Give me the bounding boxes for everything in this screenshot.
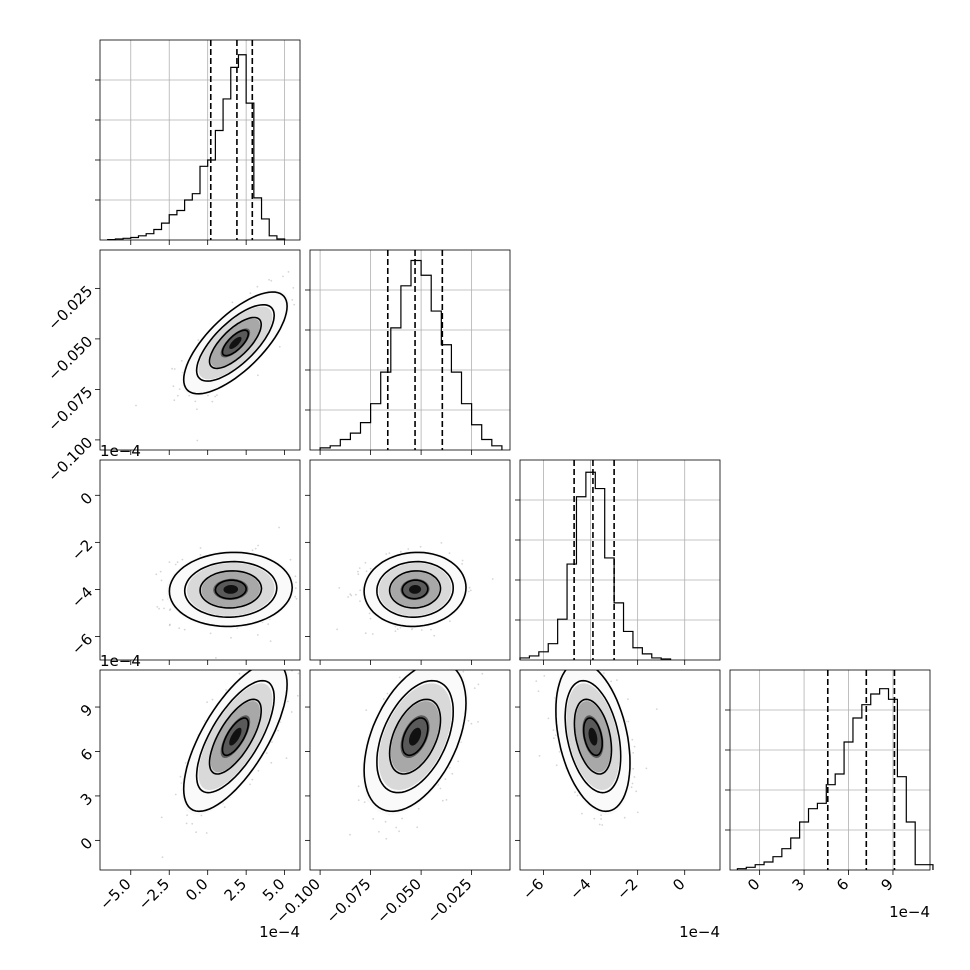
y-tick-label-3-0: 0 [77, 834, 96, 853]
y-tick-label-3-2: 6 [77, 745, 96, 764]
x-offset-label-3: 1e−4 [889, 903, 930, 921]
hist-step-3 [736, 688, 934, 870]
scatter-panel-2-0 [95, 459, 301, 665]
x-offset-label-0: 1e−4 [259, 923, 300, 941]
contour-3-0-0 [221, 717, 250, 757]
y-offset-label-3: 1e−4 [100, 652, 141, 670]
scatter-frame-2-1 [309, 459, 511, 661]
scatter-frame-3-0 [99, 669, 301, 871]
contour-2-0-1 [199, 570, 263, 609]
contour-1-0-0 [221, 329, 250, 357]
hist-frame-0 [99, 39, 301, 241]
x-tick-label-1-1: −0.075 [323, 875, 375, 927]
scatter-content-2-0 [155, 526, 298, 659]
x-tick-label-1-3: −0.025 [424, 875, 476, 927]
hist-frame-2 [519, 459, 721, 661]
y-tick-label-2-3: 0 [77, 489, 96, 508]
x-tick-label-3-0: 0 [744, 875, 763, 894]
contour-3-1-3 [363, 670, 467, 813]
y-tick-label-1-3: −0.025 [44, 282, 96, 334]
y-tick-label-1-1: −0.075 [44, 383, 96, 435]
contour-3-0-3 [182, 670, 288, 813]
x-tick-label-0-0: −5.0 [96, 875, 134, 913]
scatter-frame-2-0 [99, 459, 301, 661]
y-tick-label-1-0: −0.100 [44, 434, 96, 486]
x-tick-label-3-1: 3 [789, 875, 808, 894]
y-tick-label-2-1: −4 [68, 583, 96, 611]
y-offset-label-2: 1e−4 [100, 442, 141, 460]
x-tick-label-3-2: 6 [833, 875, 852, 894]
y-tick-label-2-0: −6 [68, 630, 96, 658]
scatter-frame-3-2 [519, 669, 721, 871]
x-tick-label-2-1: −4 [566, 875, 594, 903]
hist-panel-0 [95, 39, 301, 245]
hist-panel-2 [515, 459, 721, 665]
hist-panel-1 [305, 249, 511, 455]
contour-1-0-2 [195, 304, 276, 382]
contour-2-0-0 [214, 579, 247, 600]
contour-3-0-2 [195, 679, 276, 794]
contour-1-0-3 [182, 291, 288, 395]
scatter-panel-3-0 [95, 669, 301, 875]
x-offset-label-2: 1e−4 [679, 923, 720, 941]
contour-2-1-0 [401, 579, 429, 600]
x-tick-label-0-2: 0.0 [182, 875, 212, 905]
x-tick-label-0-4: 5.0 [259, 875, 289, 905]
x-tick-label-0-1: −2.5 [135, 875, 173, 913]
x-tick-label-1-2: −0.050 [373, 875, 425, 927]
contour-3-2-0 [582, 717, 603, 757]
contour-2-1-2 [376, 560, 455, 618]
hist-step-0 [107, 54, 286, 241]
contour-2-1-1 [388, 570, 442, 609]
y-tick-label-3-1: 3 [77, 790, 96, 809]
hist-panel-3 [725, 669, 934, 875]
contour-2-1-3 [363, 551, 467, 628]
hist-step-1 [319, 259, 503, 450]
scatter-panel-3-2 [515, 669, 721, 875]
scatter-content-3-0 [160, 670, 300, 858]
scatter-content-1-0 [135, 271, 296, 442]
contour-3-0-1 [208, 698, 263, 775]
x-tick-label-2-3: 0 [669, 875, 688, 894]
y-tick-label-2-2: −2 [68, 536, 96, 564]
contour-3-2-1 [573, 698, 613, 775]
scatter-frame-1-0 [99, 249, 301, 451]
contour-1-0-1 [208, 316, 263, 370]
scatter-panel-2-1 [305, 459, 511, 665]
y-tick-label-1-2: −0.050 [44, 333, 96, 385]
hist-frame-1 [309, 249, 511, 451]
contour-3-2-3 [555, 670, 631, 813]
x-tick-label-0-3: 2.5 [221, 875, 251, 905]
scatter-panel-1-0 [95, 249, 301, 455]
scatter-content-3-1 [349, 670, 484, 840]
scatter-content-2-1 [336, 542, 494, 637]
x-tick-label-2-0: −6 [519, 875, 547, 903]
scatter-frame-3-1 [309, 669, 511, 871]
scatter-panel-3-1 [305, 669, 511, 875]
x-tick-label-2-2: −2 [613, 875, 641, 903]
scatter-content-3-2 [535, 670, 658, 826]
contour-3-1-2 [376, 679, 455, 794]
contour-3-1-0 [401, 717, 429, 757]
hist-step-2 [519, 471, 672, 660]
x-tick-label-3-3: 9 [877, 875, 896, 894]
contour-3-2-2 [564, 679, 622, 794]
contour-2-0-3 [168, 551, 294, 628]
y-tick-label-3-3: 9 [77, 701, 96, 720]
hist-frame-3 [729, 669, 931, 871]
contour-3-1-1 [388, 698, 442, 775]
contour-2-0-2 [183, 560, 278, 618]
